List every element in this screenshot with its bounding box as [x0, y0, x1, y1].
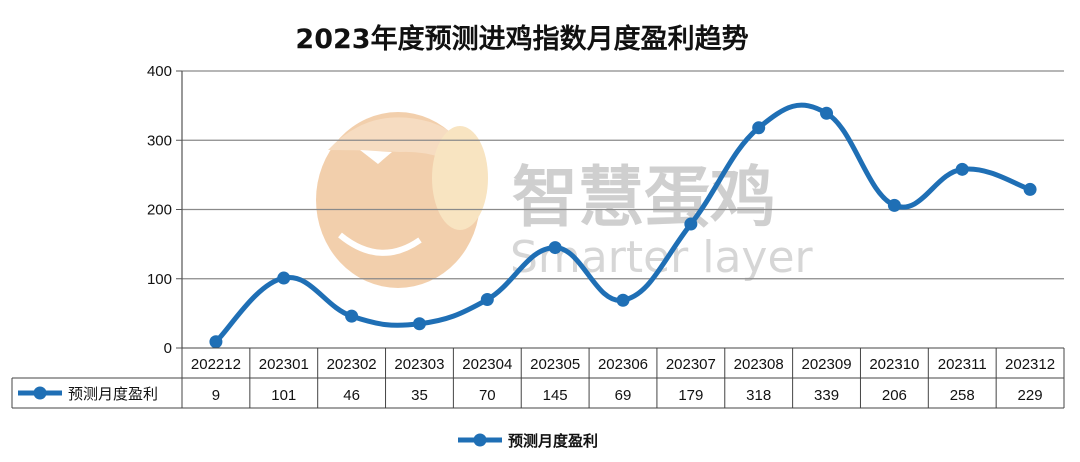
data-table: 202212 202301 202302 202303 202304 202305 2023… [11, 347, 1065, 409]
y-tick-label: 200 [147, 202, 172, 219]
series-layer [209, 102, 1037, 349]
data-label: 35 [411, 387, 428, 404]
legend: 预测月度盈利 [458, 432, 598, 450]
x-tick-label: 202304 [462, 356, 512, 373]
data-point [412, 317, 426, 331]
x-tick-label: 202309 [802, 356, 852, 373]
watermark-text: 智慧蛋鸡 [512, 159, 776, 236]
legend-key-marker [473, 433, 487, 447]
data-label: 145 [543, 387, 568, 404]
x-tick-label: 202305 [530, 356, 580, 373]
data-point [480, 293, 494, 307]
x-tick-label: 202310 [869, 356, 919, 373]
y-tick-label: 100 [147, 271, 172, 288]
data-point [277, 271, 291, 285]
data-label: 206 [882, 387, 907, 404]
chart-title: 2023年度预测进鸡指数月度盈利趋势 [295, 23, 748, 55]
x-tick-label: 202303 [394, 356, 444, 373]
data-label: 9 [212, 387, 220, 404]
table-legend-key-marker [33, 386, 47, 400]
x-tick-label: 202307 [666, 356, 716, 373]
x-tick-label: 202306 [598, 356, 648, 373]
data-point [752, 121, 766, 135]
y-tick-label: 0 [164, 340, 172, 357]
x-tick-label: 202312 [1005, 356, 1055, 373]
data-point [887, 198, 901, 212]
data-label: 258 [950, 387, 975, 404]
y-tick-label: 300 [147, 132, 172, 149]
y-axis: 0 100 200 300 400 [147, 63, 183, 357]
data-point [1023, 182, 1037, 196]
x-tick-label: 202301 [259, 356, 309, 373]
data-label: 318 [746, 387, 771, 404]
watermark-subtext: Smarter layer [510, 232, 814, 283]
data-point [345, 309, 359, 323]
x-tick-label: 202308 [734, 356, 784, 373]
data-label: 101 [271, 387, 296, 404]
watermark: 智慧蛋鸡 Smarter layer [316, 112, 814, 288]
y-tick-label: 400 [147, 63, 172, 80]
data-label: 46 [343, 387, 360, 404]
data-point [616, 293, 630, 307]
data-label: 70 [479, 387, 496, 404]
data-point [209, 335, 223, 349]
data-label: 69 [615, 387, 632, 404]
x-tick-label: 202311 [938, 356, 987, 373]
legend-entry: 预测月度盈利 [508, 432, 598, 450]
x-tick-label: 202302 [327, 356, 377, 373]
x-tick-label: 202212 [191, 356, 241, 373]
data-point [684, 217, 698, 231]
data-point [820, 106, 834, 120]
watermark-logo [316, 112, 488, 288]
data-point [548, 241, 562, 255]
table-series-name: 预测月度盈利 [68, 385, 158, 403]
data-label: 339 [814, 387, 839, 404]
data-point [955, 162, 969, 176]
data-label: 229 [1018, 387, 1043, 404]
data-label: 179 [678, 387, 703, 404]
grid [182, 70, 1064, 280]
